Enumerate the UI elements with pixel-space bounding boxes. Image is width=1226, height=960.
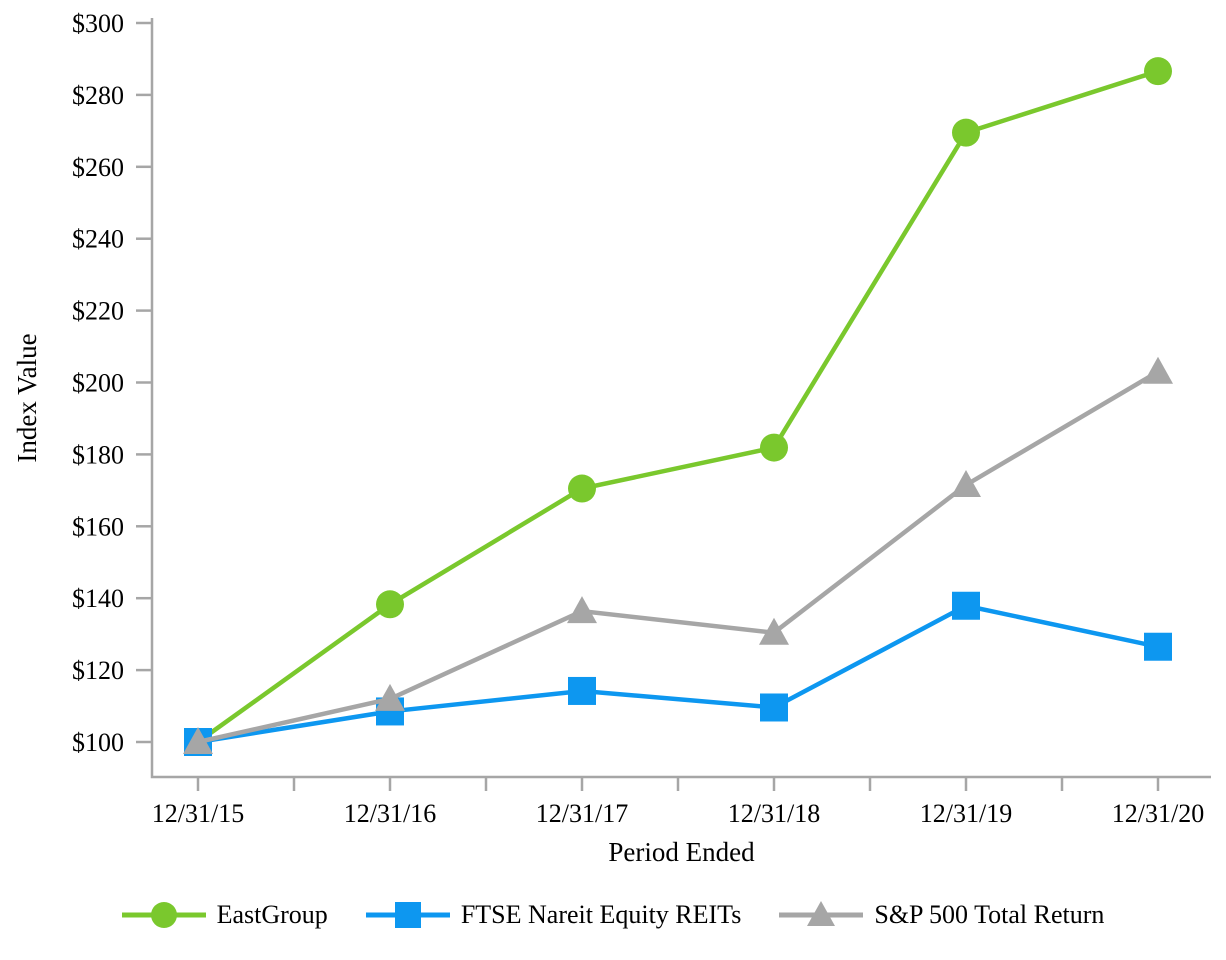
x-tick-label: 12/31/16 — [344, 799, 436, 828]
legend-sample-svg — [365, 902, 450, 928]
x-axis-title: Period Ended — [608, 837, 755, 867]
y-tick-label: $180 — [72, 440, 124, 469]
legend-item-eastgroup: EastGroup — [121, 898, 328, 932]
y-tick-label: $240 — [72, 225, 124, 254]
x-tick-label: 12/31/18 — [728, 799, 820, 828]
legend-label-eastgroup: EastGroup — [216, 900, 328, 929]
x-tick-label: 12/31/17 — [536, 799, 628, 828]
y-tick-label: $300 — [72, 9, 124, 38]
legend-item-ftse-nareit: FTSE Nareit Equity REITs — [365, 898, 742, 932]
legend-marker-circle — [150, 902, 177, 928]
series-line-ftse-nareit-equity-reits — [197, 603, 1159, 745]
y-tick-label: $160 — [72, 512, 124, 541]
x-tick-label: 12/31/20 — [1112, 799, 1204, 828]
y-tick-label: $100 — [72, 728, 124, 757]
chart-legend: EastGroup FTSE Nareit Equity REITs S&P 5… — [0, 898, 1226, 932]
series-point-ftse-nareit-equity-reits — [568, 676, 596, 705]
series-point-eastgroup — [1144, 57, 1172, 86]
y-tick-label: $120 — [72, 656, 124, 685]
series-point-s-p-500-total-return — [567, 596, 597, 624]
x-tick-label: 12/31/15 — [152, 799, 244, 828]
series-line-eastgroup — [196, 69, 1159, 744]
axis-frame — [150, 18, 1211, 779]
legend-marker-square — [394, 902, 421, 928]
series-point-eastgroup — [952, 118, 980, 147]
sp500-triangle-marker-icon — [779, 898, 864, 932]
series-point-ftse-nareit-equity-reits — [952, 591, 980, 620]
series-point-s-p-500-total-return — [1143, 356, 1173, 384]
x-tick-label: 12/31/19 — [920, 799, 1012, 828]
legend-marker-triangle — [807, 901, 836, 926]
series-point-ftse-nareit-equity-reits — [1144, 632, 1172, 661]
y-tick-label: $260 — [72, 153, 124, 182]
series-point-s-p-500-total-return — [183, 727, 213, 754]
legend-item-sp500: S&P 500 Total Return — [779, 898, 1104, 932]
legend-sample-svg — [121, 902, 206, 928]
series-point-ftse-nareit-equity-reits — [760, 693, 788, 722]
eastgroup-circle-marker-icon — [121, 898, 206, 932]
series-point-s-p-500-total-return — [375, 683, 405, 711]
series-point-s-p-500-total-return — [951, 469, 981, 497]
series-point-s-p-500-total-return — [759, 617, 789, 645]
legend-sample-svg — [779, 901, 864, 926]
y-tick-label: $200 — [72, 369, 124, 398]
series-line-s-p-500-total-return — [197, 369, 1160, 745]
legend-label-ftse-nareit: FTSE Nareit Equity REITs — [460, 900, 742, 929]
ftse-nareit-square-marker-icon — [365, 898, 450, 932]
series-point-eastgroup — [568, 474, 596, 503]
legend-label-sp500: S&P 500 Total Return — [874, 900, 1105, 929]
y-tick-label: $220 — [72, 297, 124, 326]
y-axis-title: Index Value — [12, 333, 42, 462]
y-tick-label: $140 — [72, 584, 124, 613]
y-tick-label: $280 — [72, 81, 124, 110]
series-point-eastgroup — [760, 433, 788, 462]
series-point-eastgroup — [376, 590, 404, 619]
